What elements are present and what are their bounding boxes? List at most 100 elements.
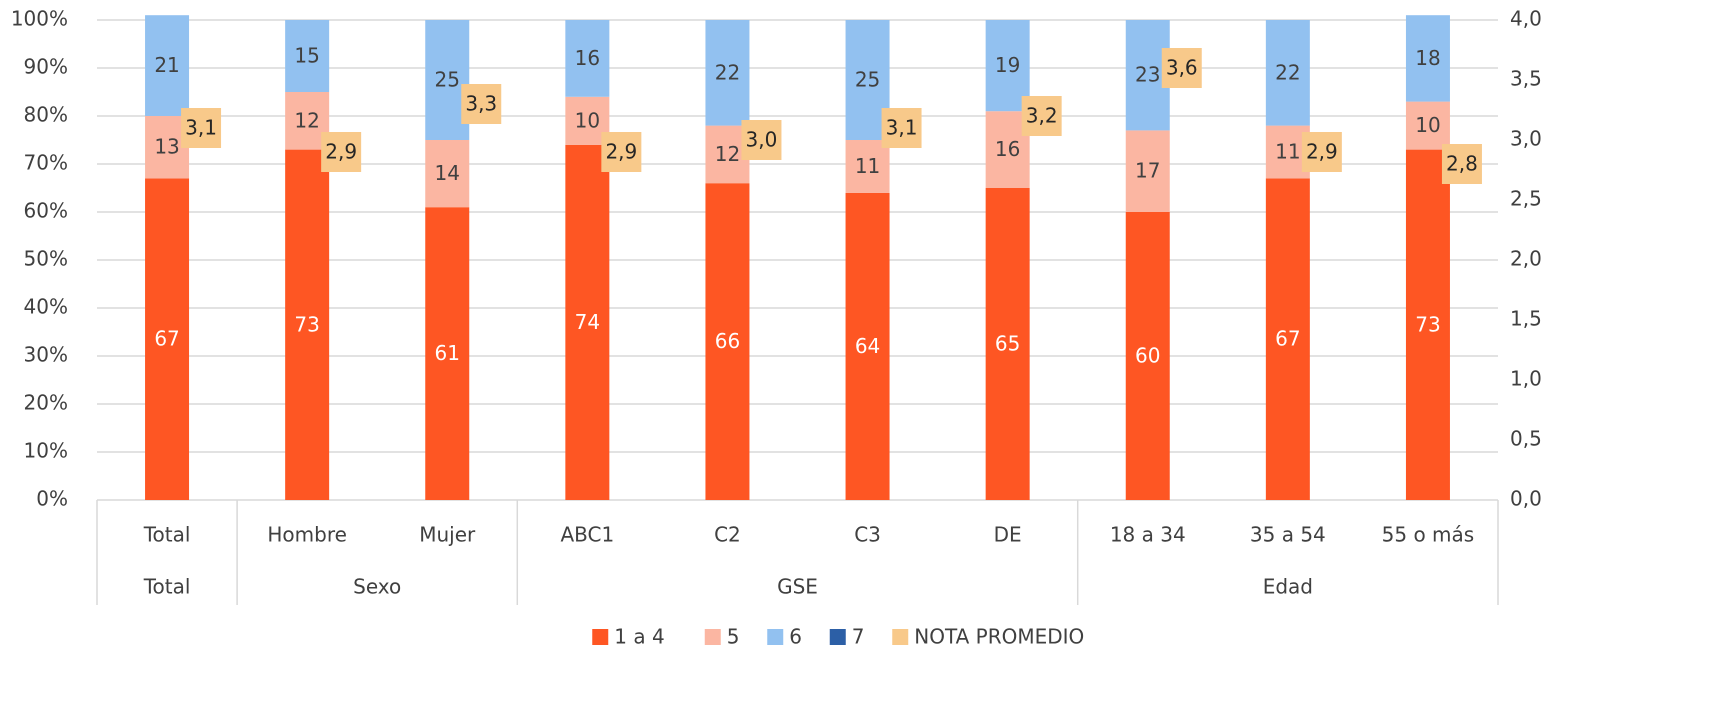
bar-label: 10 [575,108,600,132]
y2-tick-label: 1,5 [1510,307,1542,331]
legend-label: 7 [852,625,865,649]
bar-label: 17 [1135,159,1160,183]
bar-label: 12 [294,108,319,132]
bar-segment [985,188,1030,500]
bar-label: 73 [294,312,319,336]
bar-label: 60 [1135,344,1160,368]
y-tick-label: 70% [24,151,68,175]
bar-label: 65 [995,332,1020,356]
group-label: Total [143,575,191,599]
y2-tick-label: 3,5 [1510,67,1542,91]
bar-label: 15 [294,44,319,68]
y2-tick-label: 0,5 [1510,427,1542,451]
legend-label: 1 a 4 [614,625,664,649]
x-tick-label: 55 o más [1382,523,1475,547]
y-tick-label: 90% [24,55,68,79]
average-marker [181,108,222,148]
average-label: 3,2 [1026,104,1058,128]
x-tick-label: C3 [854,523,881,547]
y-tick-label: 80% [24,103,68,127]
bar-label: 25 [435,68,460,92]
bar-segment [285,149,330,500]
bar-segment [1405,15,1450,102]
average-label: 3,0 [746,128,778,152]
y2-tick-label: 0,0 [1510,487,1542,511]
legend-swatch [892,629,909,645]
y2-tick-label: 4,0 [1510,7,1542,31]
y-tick-label: 40% [24,295,68,319]
bar-segment [425,207,470,500]
legend-swatch [829,629,846,645]
x-tick-label: Hombre [267,523,347,547]
y-tick-label: 50% [24,247,68,271]
legend-swatch [704,629,721,645]
legend-swatch [592,629,609,645]
average-label: 2,9 [325,140,357,164]
group-label: GSE [777,575,818,599]
bar-label: 67 [1275,327,1300,351]
x-tick-label: 18 a 34 [1110,523,1186,547]
x-tick-label: ABC1 [560,523,614,547]
average-label: 3,1 [886,116,918,140]
average-marker [1301,132,1342,172]
y-tick-label: 30% [24,343,68,367]
bar-segment [845,192,890,501]
bar-label: 16 [575,46,600,70]
y-tick-label: 60% [24,199,68,223]
average-label: 2,8 [1446,152,1478,176]
average-marker [601,132,642,172]
bar-label: 23 [1135,63,1160,87]
average-label: 2,9 [605,140,637,164]
bar-segment [1125,212,1170,500]
average-marker [881,108,922,148]
bar-segment [145,15,190,117]
bar-segment [285,20,330,92]
bar-segment [1125,130,1170,212]
y2-tick-label: 1,0 [1510,367,1542,391]
bar-segment [1405,101,1450,150]
bar-label: 66 [715,329,740,353]
y-tick-label: 20% [24,391,68,415]
x-tick-label: Mujer [419,523,476,547]
y2-tick-label: 3,0 [1510,127,1542,151]
x-tick-label: 35 a 54 [1250,523,1326,547]
y2-tick-label: 2,5 [1510,187,1542,211]
bar-segment [705,20,750,126]
y-tick-label: 100% [11,7,68,31]
average-marker [1441,144,1482,184]
bar-segment [845,140,890,193]
bar-segment [145,178,190,500]
average-label: 3,3 [465,92,497,116]
average-marker [1021,96,1062,136]
x-tick-label: DE [994,523,1022,547]
bar-label: 11 [855,154,880,178]
y-tick-label: 0% [36,487,68,511]
average-marker [461,84,502,124]
average-marker [321,132,362,172]
average-label: 3,6 [1166,56,1198,80]
bar-segment [1405,149,1450,500]
legend-label: 6 [789,625,802,649]
average-marker [741,120,782,160]
y-tick-label: 10% [24,439,68,463]
bar-label: 10 [1415,113,1440,137]
bar-label: 67 [154,327,179,351]
group-label: Edad [1263,575,1313,599]
average-label: 2,9 [1306,140,1338,164]
x-tick-label: C2 [714,523,741,547]
legend-label: 5 [727,625,740,649]
bar-label: 22 [1275,60,1300,84]
bar-label: 64 [855,334,880,358]
bar-label: 11 [1275,140,1300,164]
bar-segment [565,20,610,97]
group-label: Sexo [353,575,401,599]
bar-label: 13 [154,135,179,159]
bar-label: 19 [995,53,1020,77]
bar-label: 61 [435,341,460,365]
bar-segment [1265,178,1310,500]
average-marker [1161,48,1202,88]
x-tick-label: Total [143,523,191,547]
average-label: 3,1 [185,116,217,140]
bar-segment [425,140,470,208]
